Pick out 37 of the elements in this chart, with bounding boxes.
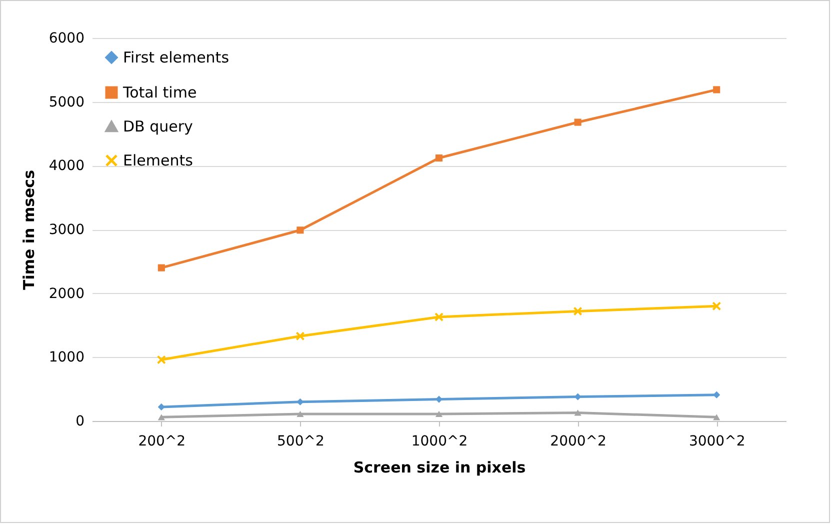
point (573, 306, 582, 316)
y-axis-title: Time in msecs (20, 170, 38, 290)
point (158, 414, 165, 420)
x-tick-label: 3000^2 (688, 434, 746, 450)
y-tick-label: 1000 (48, 350, 84, 366)
legend-label: DB query (123, 118, 194, 136)
x-tick-label: 500^2 (277, 434, 324, 450)
y-tick-label: 2000 (48, 286, 84, 302)
y-tick-label: 5000 (48, 94, 84, 110)
legend-label: Elements (123, 152, 194, 170)
point (296, 398, 304, 406)
x-tick-label: 1000^2 (411, 434, 468, 450)
y-tick-label: 3000 (48, 222, 84, 238)
point (434, 312, 444, 322)
point (712, 302, 722, 311)
point (713, 414, 720, 420)
point (435, 154, 443, 162)
y-tick-label: 4000 (48, 158, 84, 174)
legend-label: First elements (123, 48, 230, 66)
point (574, 118, 582, 126)
point (574, 410, 582, 416)
point (158, 403, 165, 410)
y-tick-label: 6000 (48, 30, 84, 46)
point (713, 86, 720, 94)
point (156, 355, 166, 364)
x-tick-label: 200^2 (138, 434, 186, 450)
point (435, 410, 443, 418)
point (296, 410, 304, 418)
point (713, 391, 720, 398)
point (574, 393, 582, 400)
x-axis-title: Screen size in pixels (353, 458, 526, 476)
legend-label: Total time (122, 84, 197, 102)
point (158, 264, 165, 272)
point (296, 332, 305, 341)
x-tick-label: 2000^2 (550, 434, 606, 450)
y-tick-label: 0 (76, 414, 84, 430)
point (296, 226, 304, 234)
